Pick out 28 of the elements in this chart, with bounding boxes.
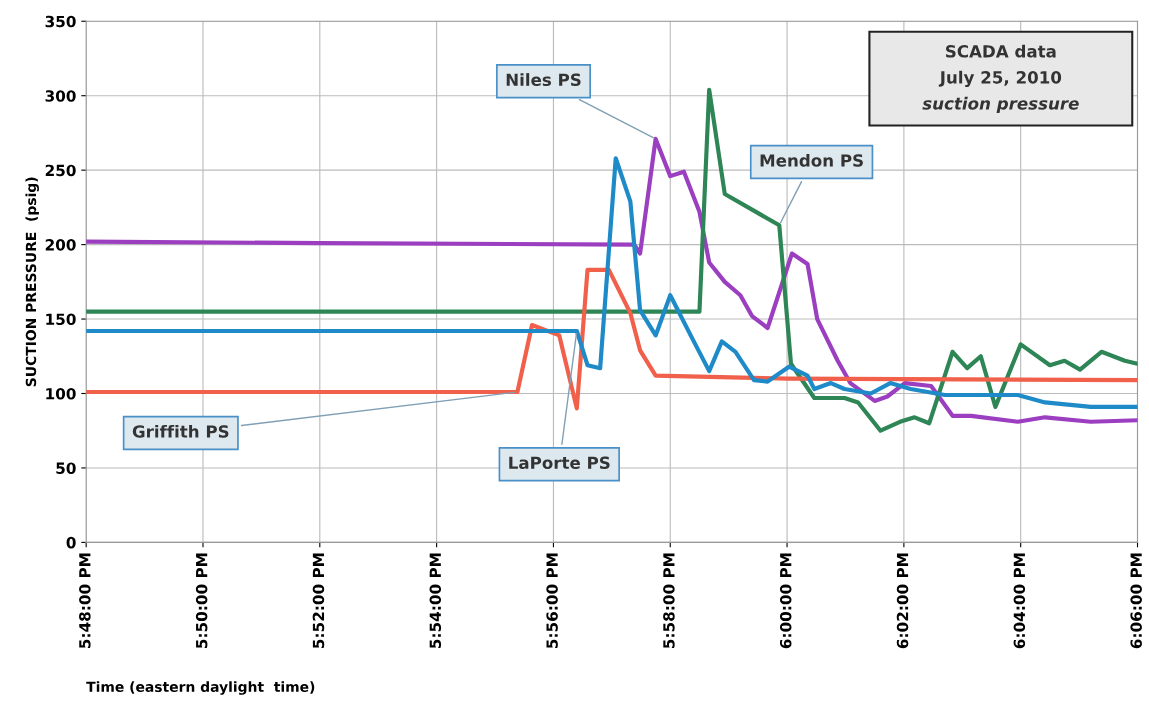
x-tick-label: 6:02:00 PM xyxy=(896,553,909,649)
series-label: Griffith PS xyxy=(132,424,229,438)
x-tick-label: 5:52:00 PM xyxy=(312,553,325,649)
x-tick-label: 5:54:00 PM xyxy=(429,553,442,649)
annotation: July 25, 2010 xyxy=(938,70,1062,88)
y-tick-label: 150 xyxy=(46,313,76,326)
text: Niles PS xyxy=(506,73,581,87)
x-tick-label: 6:04:00 PM xyxy=(1013,553,1026,649)
y-tick-label: 200 xyxy=(45,239,76,251)
line-series xyxy=(86,267,1138,411)
text: LaPorte PS xyxy=(509,456,610,470)
y-tick-label: 300 xyxy=(45,90,76,102)
annotation: suction pressure xyxy=(922,96,1079,113)
x-tick-label: 5:58:00 PM xyxy=(663,553,675,649)
x-tick-label: 6:06:00 PM xyxy=(1130,553,1142,649)
y-tick-label: 50 xyxy=(56,462,76,474)
text: Mendon PS xyxy=(760,153,863,167)
annotation: SCADA data xyxy=(946,44,1056,58)
x-tick-label: 6:00:00 PM xyxy=(779,553,792,649)
y-tick-label: 250 xyxy=(45,164,76,177)
x-axis-title: Time (eastern daylight time) xyxy=(86,681,315,695)
x-tick-label: 5:50:00 PM xyxy=(195,553,208,649)
y-tick-label: 0 xyxy=(66,536,76,549)
y-tick-label: 350 xyxy=(45,15,76,28)
x-tick-label: 5:56:00 PM xyxy=(546,553,558,649)
x-tick-label: 5:48:00 PM xyxy=(79,553,91,649)
y-tick-label: 100 xyxy=(46,387,76,400)
y-axis-title: SUCTION PRESSURE (psig) xyxy=(25,177,40,387)
